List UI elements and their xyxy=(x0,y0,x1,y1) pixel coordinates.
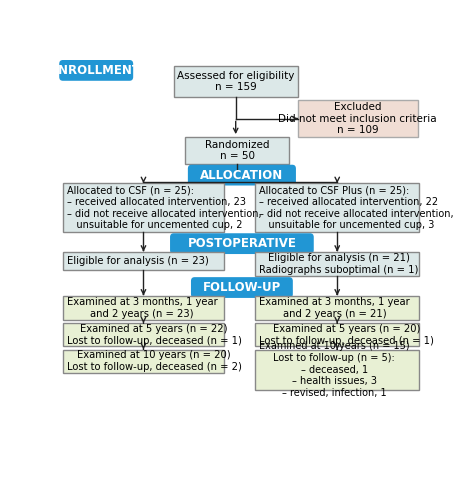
Text: ALLOCATION: ALLOCATION xyxy=(200,168,284,181)
Text: FOLLOW-UP: FOLLOW-UP xyxy=(203,281,281,294)
FancyBboxPatch shape xyxy=(255,350,420,390)
Text: Examined at 10 years (n = 20)
Lost to follow-up, deceased (n = 2): Examined at 10 years (n = 20) Lost to fo… xyxy=(67,350,242,372)
FancyBboxPatch shape xyxy=(185,137,289,164)
Text: Excluded
Did not meet inclusion criteria
n = 109: Excluded Did not meet inclusion criteria… xyxy=(278,102,437,135)
FancyBboxPatch shape xyxy=(63,183,224,232)
Text: POSTOPERATIVE: POSTOPERATIVE xyxy=(187,237,296,250)
Text: Allocated to CSF Plus (n = 25):
– received allocated intervention, 22
– did not : Allocated to CSF Plus (n = 25): – receiv… xyxy=(259,186,454,230)
FancyBboxPatch shape xyxy=(188,164,296,186)
FancyBboxPatch shape xyxy=(63,252,224,270)
Text: Examined at 3 months, 1 year
and 2 years (n = 21): Examined at 3 months, 1 year and 2 years… xyxy=(259,297,410,318)
FancyBboxPatch shape xyxy=(255,252,420,276)
FancyBboxPatch shape xyxy=(255,183,420,232)
FancyBboxPatch shape xyxy=(59,60,133,81)
Text: Eligible for analysis (n = 21)
Radiographs suboptimal (n = 1): Eligible for analysis (n = 21) Radiograp… xyxy=(259,253,418,275)
Text: Eligible for analysis (n = 23): Eligible for analysis (n = 23) xyxy=(67,256,209,266)
FancyBboxPatch shape xyxy=(63,296,224,320)
Text: ENROLLMENT: ENROLLMENT xyxy=(51,64,141,77)
Text: Examined at 5 years (n = 20)
Lost to follow-up, deceased (n = 1): Examined at 5 years (n = 20) Lost to fol… xyxy=(259,324,434,345)
Text: Examined at 5 years (n = 22)
Lost to follow-up, deceased (n = 1): Examined at 5 years (n = 22) Lost to fol… xyxy=(67,324,242,345)
Text: Examined at 3 months, 1 year
and 2 years (n = 23): Examined at 3 months, 1 year and 2 years… xyxy=(67,297,218,318)
Text: Examined at 10 years (n = 15)
Lost to follow-up (n = 5):
– deceased, 1
– health : Examined at 10 years (n = 15) Lost to fo… xyxy=(259,342,410,398)
FancyBboxPatch shape xyxy=(255,324,420,346)
FancyBboxPatch shape xyxy=(174,66,298,97)
Text: Randomized
n = 50: Randomized n = 50 xyxy=(205,140,270,162)
FancyBboxPatch shape xyxy=(298,100,418,137)
FancyBboxPatch shape xyxy=(255,296,420,320)
FancyBboxPatch shape xyxy=(63,324,224,346)
Text: Allocated to CSF (n = 25):
– received allocated intervention, 23
– did not recei: Allocated to CSF (n = 25): – received al… xyxy=(67,186,261,230)
Text: Assessed for eligibility
n = 159: Assessed for eligibility n = 159 xyxy=(177,71,295,92)
FancyBboxPatch shape xyxy=(191,277,293,298)
FancyBboxPatch shape xyxy=(63,350,224,372)
FancyBboxPatch shape xyxy=(170,233,314,254)
